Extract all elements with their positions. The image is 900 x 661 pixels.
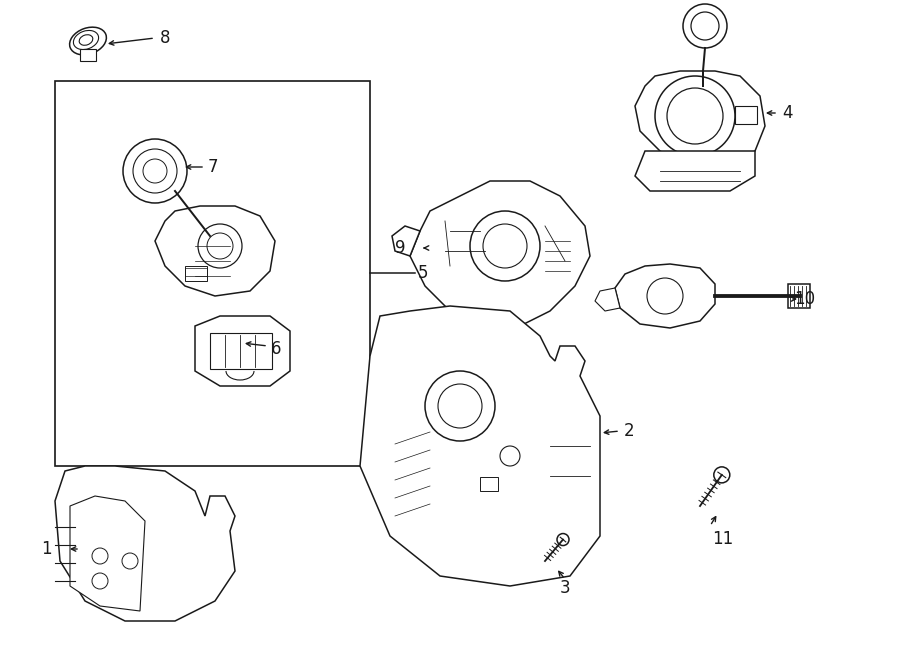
Text: 9: 9 [394,239,405,257]
Circle shape [123,139,187,203]
Circle shape [655,76,735,156]
Polygon shape [615,264,715,328]
Bar [185,266,207,281]
Polygon shape [410,181,590,326]
Polygon shape [70,496,145,611]
Bar [210,333,272,369]
Text: 3: 3 [560,579,571,597]
Text: 7: 7 [208,158,219,176]
Bar [735,106,757,124]
Polygon shape [360,306,600,586]
Text: 4: 4 [782,104,793,122]
Polygon shape [195,316,290,386]
Text: 11: 11 [712,530,733,548]
Circle shape [683,4,727,48]
Circle shape [557,533,569,545]
Circle shape [714,467,730,483]
Text: 5: 5 [418,264,428,282]
Text: 6: 6 [271,340,282,358]
Text: 10: 10 [794,290,815,308]
Polygon shape [595,288,620,311]
Bar [480,477,498,491]
Polygon shape [635,151,755,191]
Text: 1: 1 [41,540,52,558]
Polygon shape [635,71,765,166]
Polygon shape [392,226,420,256]
Polygon shape [190,226,235,286]
Bar [185,268,207,276]
Text: 2: 2 [624,422,634,440]
Circle shape [198,224,242,268]
Bar [55,81,370,466]
Bar [80,49,96,61]
Text: 8: 8 [160,29,170,47]
Polygon shape [788,284,810,308]
Circle shape [425,371,495,441]
Polygon shape [155,206,275,296]
Polygon shape [55,466,235,621]
Circle shape [470,211,540,281]
Ellipse shape [69,27,106,55]
